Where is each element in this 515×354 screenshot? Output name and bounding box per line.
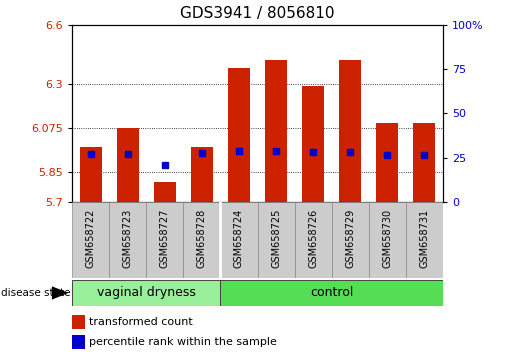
Text: GSM658727: GSM658727	[160, 209, 170, 268]
Bar	[79, 147, 102, 202]
Bar	[295, 202, 332, 278]
Bar	[72, 335, 84, 348]
Bar	[265, 60, 287, 202]
Text: vaginal dryness: vaginal dryness	[97, 286, 196, 299]
Text: transformed count: transformed count	[90, 318, 193, 327]
Bar	[183, 202, 220, 278]
Bar	[109, 202, 146, 278]
Bar	[146, 202, 183, 278]
Bar	[191, 147, 213, 202]
Bar	[376, 123, 399, 202]
Text: GSM658730: GSM658730	[382, 209, 392, 268]
Bar	[72, 315, 84, 329]
Bar	[153, 182, 176, 202]
Bar	[332, 202, 369, 278]
Bar	[72, 280, 220, 306]
Text: GSM658731: GSM658731	[419, 209, 430, 268]
Text: GSM658723: GSM658723	[123, 209, 133, 268]
Text: GSM658722: GSM658722	[85, 209, 96, 268]
Text: GSM658728: GSM658728	[197, 209, 207, 268]
Bar	[228, 68, 250, 202]
Bar	[406, 202, 443, 278]
Bar	[258, 202, 295, 278]
Bar	[220, 280, 443, 306]
Text: disease state: disease state	[1, 288, 70, 298]
Bar	[72, 202, 109, 278]
Bar	[220, 202, 258, 278]
Text: control: control	[310, 286, 353, 299]
Text: percentile rank within the sample: percentile rank within the sample	[90, 337, 277, 347]
Bar	[369, 202, 406, 278]
Text: GSM658729: GSM658729	[345, 209, 355, 268]
Bar	[116, 128, 139, 202]
Polygon shape	[52, 286, 68, 299]
Text: GSM658724: GSM658724	[234, 209, 244, 268]
Text: GSM658725: GSM658725	[271, 209, 281, 268]
Bar	[413, 123, 436, 202]
Text: GSM658726: GSM658726	[308, 209, 318, 268]
Bar	[339, 60, 362, 202]
Title: GDS3941 / 8056810: GDS3941 / 8056810	[180, 6, 335, 21]
Bar	[302, 86, 324, 202]
